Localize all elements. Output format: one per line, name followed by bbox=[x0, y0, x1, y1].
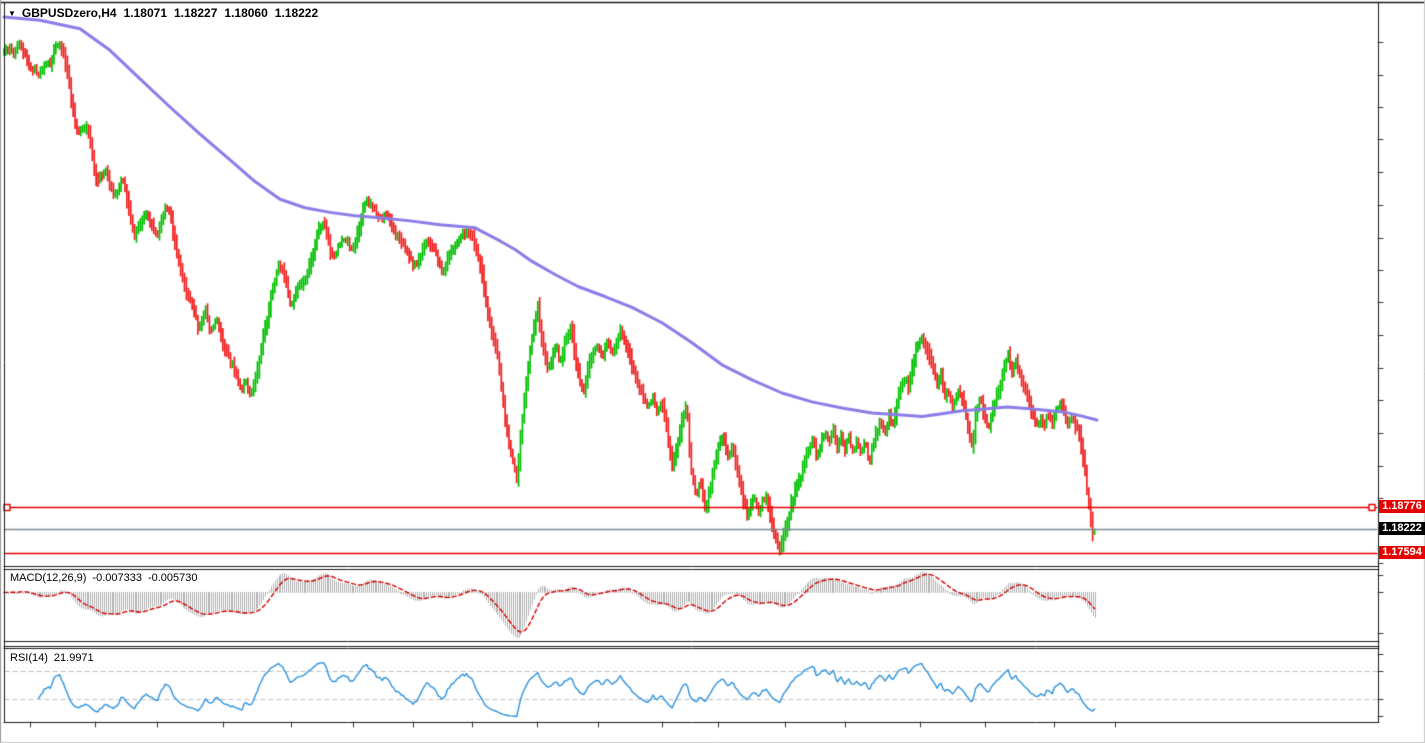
rsi-axis[interactable]: 100 70 30 0 bbox=[1378, 648, 1425, 722]
time-axis[interactable]: 15 Apr 202222 Apr 12:0029 Apr 20:009 May… bbox=[0, 722, 1378, 743]
symbol-ohlc-line: ▼ GBPUSDzero,H4 1.18071 1.18227 1.18060 1.182… bbox=[8, 6, 318, 20]
macd-main-value: -0.007333 bbox=[92, 572, 142, 584]
resistance-line[interactable] bbox=[4, 504, 1378, 509]
macd-title: MACD(12,26,9) bbox=[10, 572, 87, 584]
price-badge-support: 1.17594 bbox=[1379, 546, 1425, 559]
current-price-line bbox=[4, 526, 1378, 531]
ohlc-low: 1.18060 bbox=[224, 6, 268, 20]
macd-signal-value: -0.005730 bbox=[147, 572, 198, 584]
ohlc-close: 1.18222 bbox=[274, 6, 319, 20]
ohlc-open: 1.18071 bbox=[123, 6, 167, 20]
price-badge-current-price: 1.18222 bbox=[1379, 522, 1425, 535]
support-line[interactable] bbox=[4, 550, 1378, 555]
symbol-title: GBPUSDzero,H4 bbox=[21, 6, 117, 20]
rsi-label: RSI(14) 21.9971 bbox=[10, 652, 94, 664]
symbol-dropdown-icon[interactable]: ▼ bbox=[8, 9, 16, 18]
price-badge-resistance: 1.18776 bbox=[1379, 500, 1425, 513]
ohlc-high: 1.18227 bbox=[174, 6, 218, 20]
rsi-title: RSI(14) bbox=[10, 652, 48, 664]
macd-label: MACD(12,26,9) -0.007333 -0.005730 bbox=[10, 572, 198, 584]
price-axis[interactable]: 1.308351.299851.291601.283101.274601.266… bbox=[1378, 3, 1425, 563]
macd-axis[interactable]: 0.006282 0.00 -0.013233 bbox=[1378, 568, 1425, 641]
rsi-value: 21.9971 bbox=[53, 652, 94, 664]
